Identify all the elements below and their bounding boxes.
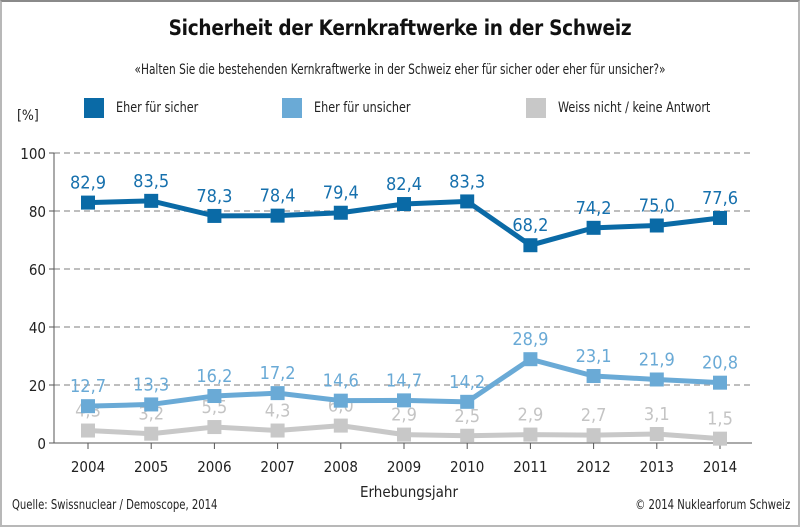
data-point xyxy=(397,393,411,408)
x-tick-label: 2012 xyxy=(576,458,610,476)
chart-title: Sicherheit der Kernkraftwerke in der Sch… xyxy=(168,16,632,40)
data-point xyxy=(207,389,222,404)
data-point xyxy=(207,420,222,435)
data-label: 77,6 xyxy=(702,188,738,209)
data-point xyxy=(523,238,538,253)
data-label: 83,5 xyxy=(133,171,169,192)
data-label: 21,9 xyxy=(639,349,675,370)
data-label: 16,2 xyxy=(196,366,232,387)
data-label: 82,4 xyxy=(386,174,422,195)
data-point xyxy=(713,210,727,225)
data-label: 75,0 xyxy=(639,196,675,217)
data-label: 13,3 xyxy=(133,374,169,395)
data-label: 82,9 xyxy=(70,173,106,194)
chart-subtitle: «Halten Sie die bestehenden Kernkraftwer… xyxy=(134,62,666,78)
data-point xyxy=(586,428,601,443)
data-point xyxy=(523,352,538,367)
data-point xyxy=(144,426,159,441)
data-point xyxy=(460,428,475,443)
y-tick-label: 60 xyxy=(29,261,46,279)
data-point xyxy=(81,399,95,414)
data-label: 2,9 xyxy=(518,405,544,426)
y-tick-label: 20 xyxy=(29,377,46,395)
data-point xyxy=(270,386,285,401)
x-tick-label: 2014 xyxy=(703,458,737,476)
data-point xyxy=(713,431,727,446)
data-point xyxy=(207,208,222,223)
data-label: 12,7 xyxy=(70,376,106,397)
data-point xyxy=(144,193,159,208)
data-label: 3,1 xyxy=(644,404,670,425)
x-tick-label: 2007 xyxy=(260,458,294,476)
x-tick-label: 2013 xyxy=(640,458,674,476)
data-label: 74,2 xyxy=(576,198,612,219)
data-label: 20,8 xyxy=(702,353,738,374)
x-tick-label: 2009 xyxy=(387,458,421,476)
data-label: 68,2 xyxy=(512,215,548,236)
data-label: 4,3 xyxy=(265,401,291,422)
data-point xyxy=(460,394,475,409)
x-tick-label: 2005 xyxy=(134,458,168,476)
data-point xyxy=(397,427,411,442)
data-label: 78,3 xyxy=(196,186,232,207)
data-point xyxy=(649,372,664,387)
legend-swatch-sicher xyxy=(84,98,104,118)
legend-label-unsicher: Eher für unsicher xyxy=(314,100,411,116)
data-label: 79,4 xyxy=(323,183,359,204)
data-point xyxy=(81,423,95,438)
data-point xyxy=(523,427,538,442)
data-point xyxy=(333,393,348,408)
data-point xyxy=(333,205,348,220)
legend-item-unsicher: Eher für unsicher xyxy=(282,98,426,118)
x-axis-label: Erhebungsjahr xyxy=(360,483,459,501)
data-label: 23,1 xyxy=(576,346,612,367)
y-tick-label: 0 xyxy=(37,435,46,453)
y-tick-label: 40 xyxy=(29,319,46,337)
data-label: 2,7 xyxy=(581,405,607,426)
data-point xyxy=(81,195,95,210)
data-point xyxy=(586,369,601,384)
legend-label-weiss-nicht: Weiss nicht / keine Antwort xyxy=(558,100,711,116)
y-axis-unit: [%] xyxy=(17,108,39,124)
data-point xyxy=(333,418,348,433)
copyright-note: © 2014 Nuklearforum Schweiz xyxy=(634,498,790,513)
data-label: 14,2 xyxy=(449,372,485,393)
y-tick-label: 80 xyxy=(29,203,46,221)
data-label: 1,5 xyxy=(707,409,733,430)
data-point xyxy=(713,375,727,390)
data-label: 17,2 xyxy=(260,363,296,384)
legend-item-weiss-nicht: Weiss nicht / keine Antwort xyxy=(526,98,735,118)
data-point xyxy=(270,208,285,223)
data-label: 83,3 xyxy=(449,171,485,192)
data-label: 2,5 xyxy=(454,406,480,427)
data-point xyxy=(270,423,285,438)
x-tick-label: 2011 xyxy=(513,458,547,476)
data-point xyxy=(397,197,411,212)
data-point xyxy=(649,218,664,233)
legend-item-sicher: Eher für sicher xyxy=(84,98,212,118)
data-point xyxy=(460,194,475,209)
data-label: 78,4 xyxy=(260,186,296,207)
data-point xyxy=(144,397,159,412)
legend-label-sicher: Eher für sicher xyxy=(116,100,199,116)
data-point xyxy=(586,220,601,235)
x-tick-label: 2004 xyxy=(71,458,105,476)
legend-swatch-unsicher xyxy=(282,98,302,118)
data-point xyxy=(649,427,664,442)
x-tick-label: 2010 xyxy=(450,458,484,476)
x-tick-label: 2006 xyxy=(197,458,231,476)
data-label: 14,7 xyxy=(386,370,422,391)
x-tick-label: 2008 xyxy=(324,458,358,476)
data-label: 28,9 xyxy=(512,329,548,350)
data-label: 2,9 xyxy=(391,405,417,426)
legend-swatch-weiss-nicht xyxy=(526,98,546,118)
y-tick-label: 100 xyxy=(20,145,46,163)
data-label: 14,6 xyxy=(323,371,359,392)
source-note: Quelle: Swissnuclear / Demoscope, 2014 xyxy=(12,498,218,513)
